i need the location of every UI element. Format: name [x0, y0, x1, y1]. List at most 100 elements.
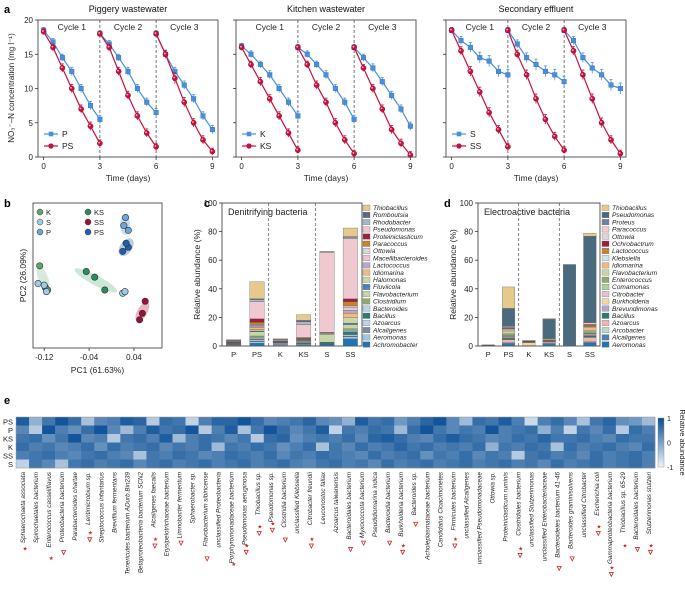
bar-segment-Aeromonas [542, 344, 556, 347]
x-tick-label: -0.04 [80, 353, 99, 362]
heatmap-cell [250, 459, 265, 469]
legend-swatch-Proteus [601, 219, 610, 226]
bar-segment-Flavobacterium [502, 330, 515, 334]
point-PS [143, 130, 150, 136]
point-KS [323, 99, 329, 106]
bar-segment-Burkholderia [522, 342, 536, 346]
heatmap-cell [498, 451, 512, 460]
heatmap-cell [459, 442, 473, 452]
heatmap-cell [29, 425, 43, 435]
y-tick-label: 5 [29, 119, 34, 128]
heatmap-column-label: unclassified Alcaligenes [463, 471, 470, 538]
heatmap-cell [342, 451, 356, 460]
point-SS [561, 147, 567, 153]
x-tick-label: S [567, 350, 572, 359]
colorbar-tick-label: 1 [667, 416, 671, 423]
point-PS [87, 123, 94, 130]
point-highlight [51, 45, 54, 48]
legend-swatch-Ottowia [601, 233, 610, 240]
heatmap-cell [328, 434, 343, 443]
legend-swatch-Flavobacterium [601, 269, 610, 276]
point-K [267, 72, 273, 78]
bar-segment-Pseudomonas [319, 252, 335, 333]
heatmap-column-label: Stutzerimonas stutzeri [646, 471, 653, 534]
point-SS [589, 95, 596, 102]
heatmap-column-label: Streptococcus infantarius [98, 471, 105, 543]
heatmap-cell [420, 425, 434, 435]
heatmap-cell [120, 451, 134, 460]
legend-swatch-Halomonas [362, 276, 371, 283]
heatmap-cell [94, 417, 108, 426]
bar-segment-Lactococcus [342, 310, 358, 314]
heatmap-cell [302, 417, 317, 426]
heatmap-cell [133, 442, 147, 452]
heatmap-cell [615, 459, 630, 469]
point-highlight [390, 127, 392, 130]
point-highlight [600, 121, 602, 123]
bar-segment-Bacteroides [249, 337, 265, 340]
bar-segment-Aeromonas [342, 336, 358, 339]
point-K [361, 55, 367, 61]
point-highlight [210, 149, 213, 152]
point-highlight [98, 32, 101, 34]
heatmap-column-label: Limnobacter fermentum [177, 472, 184, 539]
bar-segment-Ottowia [342, 305, 358, 308]
heatmap-cell [628, 459, 643, 469]
triangle-mark [347, 547, 354, 553]
heatmap-cell [250, 417, 265, 426]
heatmap-column-label: Bacteroidales bacterium [633, 472, 640, 540]
cycle-label: Cycle 2 [522, 22, 551, 32]
pca-point-PS [119, 247, 127, 255]
point-highlight [380, 107, 383, 110]
triangle-mark [256, 531, 262, 537]
triangle-mark [60, 550, 67, 556]
heatmap-cell [602, 425, 617, 435]
legend-swatch-Achromobacter [362, 341, 371, 348]
heatmap-column-label: Thiobacillus sp. 65-29 [620, 472, 627, 534]
heatmap-cell [16, 417, 30, 426]
point-highlight [618, 151, 621, 154]
heatmap-cell [381, 417, 395, 426]
heatmap-column-label: Parabacteroides chartae [72, 472, 79, 541]
pca-point-SS [141, 297, 149, 305]
heatmap-cell [537, 459, 551, 469]
heatmap-cell [342, 417, 356, 426]
legend-swatch-Alcaligenes [362, 327, 371, 334]
heatmap-cell [107, 442, 121, 452]
y-tick-label: 20 [464, 313, 473, 322]
star-mark: ★ [518, 545, 523, 552]
point-highlight [515, 52, 518, 55]
legend-label-Aeromonas: Aeromonas [372, 335, 407, 342]
heatmap-cell [29, 451, 43, 460]
heatmap-cell [511, 425, 525, 435]
legend-swatch-Paracoccus [362, 240, 371, 247]
bar-segment-Azoarcus [502, 339, 515, 343]
heatmap-cell [524, 425, 538, 435]
bar-segment-Pseudomonas [563, 264, 576, 347]
heatmap-cell [237, 442, 252, 452]
x-tick-label: 3 [506, 162, 511, 171]
heatmap-cell [602, 459, 617, 469]
x-tick-label: 9 [618, 162, 623, 171]
heatmap-cell [263, 459, 278, 469]
heatmap-cell [55, 425, 69, 435]
heatmap-cell [524, 417, 538, 426]
heatmap-cell [29, 417, 43, 426]
heatmap-cell [511, 434, 525, 443]
pca-point-P [120, 222, 128, 230]
bar-segment-Azoarcus [542, 341, 556, 344]
point-S [589, 65, 595, 71]
pca-point-PS [122, 239, 130, 247]
point-PS [78, 106, 84, 112]
y-tick-label: 60 [464, 256, 473, 265]
point-S [533, 62, 539, 68]
heatmap-cell [407, 425, 421, 435]
heatmap-cell [133, 451, 147, 460]
heatmap-cell [42, 442, 56, 452]
heatmap-cell [485, 434, 499, 443]
cycle-label: Cycle 1 [466, 22, 495, 32]
heatmap-cell [628, 425, 643, 435]
heatmap-cell [420, 442, 434, 452]
bar-segment-Aeromonas [249, 341, 265, 344]
legend-label-Idiomarina: Idiomarina [612, 263, 643, 270]
